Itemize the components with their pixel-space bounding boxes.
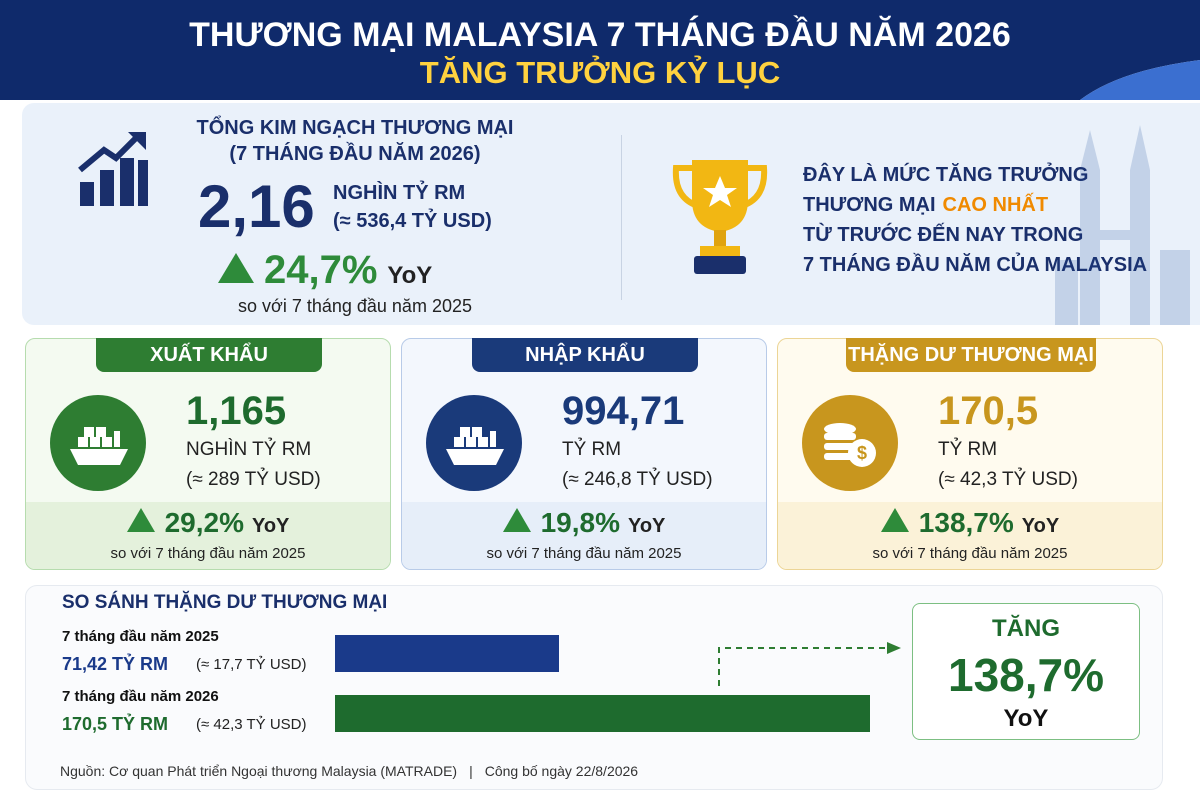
card-bottom [778,502,1162,569]
separator: | [469,763,473,779]
highlight-text: ĐÂY LÀ MỨC TĂNG TRƯỞNG [803,164,1089,186]
footer: Nguồn: Cơ quan Phát triển Ngoại thương M… [60,763,638,779]
coins-icon: $ [802,395,898,491]
card-growth: 138,7% [918,507,1014,538]
row-period: 7 tháng đầu năm 2026 [62,688,219,705]
card-bottom [26,502,390,569]
card-export: XUẤT KHẨU 1,165 NGHÌN TỶ RM (≈ 289 TỶ US… [25,338,391,570]
ship-icon [50,395,146,491]
highlight-line: 7 THÁNG ĐẦU NĂM CỦA MALAYSIA [803,250,1147,280]
up-arrow [502,508,531,532]
bar [335,635,560,672]
highlight-text: TỪ TRƯỚC ĐẾN NAY TRONG [803,224,1084,246]
card-unit: TỶ RM [938,439,998,460]
header-bg [0,0,1200,100]
card-bottom [402,502,766,569]
skyline [1055,125,1190,325]
card-unit: TỶ RM [562,439,622,460]
total-usd: (≈ 536,4 TỶ USD) [333,210,492,232]
card-tag: THẶNG DƯ THƯƠNG MẠI [846,338,1096,372]
total-growth-row: 24,7% YoY [218,248,432,293]
arrow [718,642,901,686]
header-wave [1080,60,1200,100]
card-import: NHẬP KHẨU 994,71 TỶ RM (≈ 246,8 TỶ USD) … [401,338,767,570]
total-heading: TỔNG KIM NGẠCH THƯƠNG MẠI [196,117,514,139]
total-period: (7 THÁNG ĐẦU NĂM 2026) [229,143,481,165]
total-value: 2,16 [198,173,315,240]
card-value: 1,165 [186,389,287,433]
up-arrow [126,508,155,532]
bar [335,695,870,732]
card-growth-row: 19,8% YoY [402,507,766,539]
highlight-text: 7 THÁNG ĐẦU NĂM CỦA MALAYSIA [803,254,1148,276]
card-value: 170,5 [938,389,1039,433]
card-note: so với 7 tháng đầu năm 2025 [486,545,682,562]
source: Nguồn: Cơ quan Phát triển Ngoại thương M… [60,763,458,779]
result-value: 138,7% [947,649,1104,701]
yoy: YoY [387,262,433,289]
highlight-line: ĐÂY LÀ MỨC TĂNG TRƯỞNG [803,160,1147,190]
svg-text:$: $ [857,443,867,463]
card-unit: NGHÌN TỶ RM [186,439,312,460]
comparison-title: SO SÁNH THẶNG DƯ THƯƠNG MẠI [62,592,388,613]
card-growth-row: 138,7% YoY [778,507,1162,539]
total-panel [22,103,1200,325]
card-usd: (≈ 289 TỶ USD) [186,469,321,490]
trophy-icon [672,160,768,274]
total-unit: NGHÌN TỶ RM [333,182,466,204]
yoy: YoY [1021,515,1060,537]
divider [621,135,622,300]
highlight-line: TỪ TRƯỚC ĐẾN NAY TRONG [803,220,1147,250]
highlight-text: THƯƠNG MẠI [803,194,936,216]
card-tag: XUẤT KHẨU [96,338,322,372]
card-usd: (≈ 246,8 TỶ USD) [562,469,713,490]
title: THƯƠNG MẠI MALAYSIA 7 THÁNG ĐẦU NĂM 2026 [189,16,1011,54]
up-arrow [880,508,909,532]
card-note: so với 7 tháng đầu năm 2025 [110,545,306,562]
row-usd: (≈ 17,7 TỶ USD) [196,656,307,673]
card-value: 994,71 [562,389,685,433]
total-growth: 24,7% [264,248,378,292]
header-band [0,0,1200,100]
published: Công bố ngày 22/8/2026 [484,763,639,779]
card-tag: NHẬP KHẨU [472,338,698,372]
card-surplus: THẶNG DƯ THƯƠNG MẠI $ 170,5 TỶ RM (≈ 42,… [777,338,1163,570]
card-growth: 29,2% [164,507,244,538]
result-label: TĂNG [992,615,1060,642]
card-growth-row: 29,2% YoY [26,507,390,539]
row-value: 170,5 TỶ RM [62,714,169,734]
result-box [912,603,1140,740]
total-note: so với 7 tháng đầu năm 2025 [238,296,472,316]
yoy: YoY [251,515,290,537]
subtitle: TĂNG TRƯỞNG KỶ LỤC [419,55,781,90]
up-arrow [218,253,254,283]
highlight-emphasis: CAO NHẤT [942,194,1049,216]
ship-icon [426,395,522,491]
card-usd: (≈ 42,3 TỶ USD) [938,469,1078,490]
card-note: so với 7 tháng đầu năm 2025 [872,545,1068,562]
yoy: YoY [627,515,666,537]
row-usd: (≈ 42,3 TỶ USD) [196,716,307,733]
highlight: ĐÂY LÀ MỨC TĂNG TRƯỞNG THƯƠNG MẠI CAO NHẤT… [803,160,1147,280]
card-growth: 19,8% [540,507,620,538]
growth-icon [78,132,148,206]
highlight-line: THƯƠNG MẠI CAO NHẤT [803,190,1147,220]
row-value: 71,42 TỶ RM [62,654,169,674]
result-unit: YoY [1003,705,1049,732]
row-period: 7 tháng đầu năm 2025 [62,628,219,645]
